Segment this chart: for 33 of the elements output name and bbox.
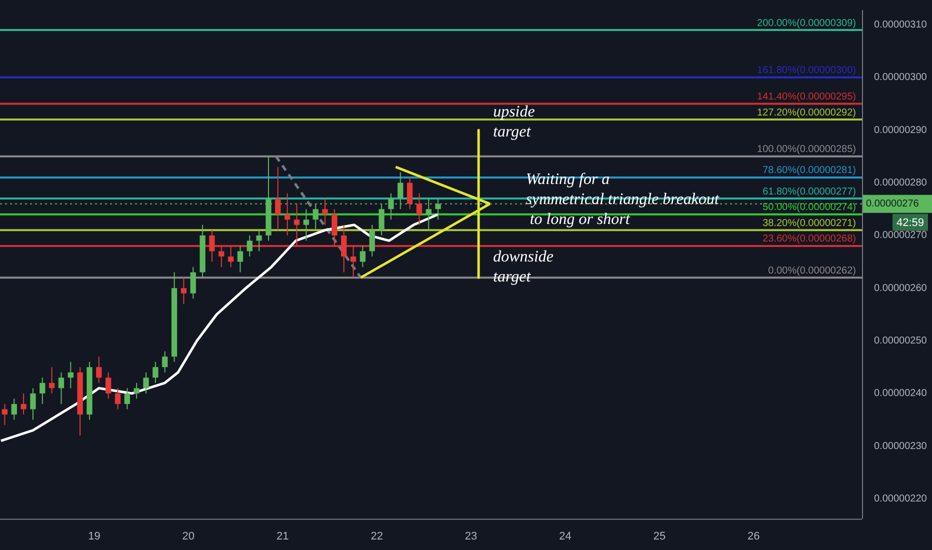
y-tick-label: 0.00000220 xyxy=(874,494,928,505)
ref-line-label: 0.00000276 xyxy=(866,198,920,210)
x-tick-label: 26 xyxy=(748,530,760,542)
x-tick-label: 21 xyxy=(276,530,289,542)
y-tick-label: 0.00000300 xyxy=(874,72,928,84)
ref-line-label: 23.60%(0.00000268) xyxy=(762,234,856,245)
y-tick-label: 0.00000230 xyxy=(874,440,928,452)
annotation: upside target xyxy=(493,103,535,140)
x-tick-label: 24 xyxy=(559,530,572,542)
y-tick-label: 0.00000270 xyxy=(874,230,928,242)
ref-line-label: 127.20%(0.00000292) xyxy=(757,107,856,118)
ref-line-label: 50.00%(0.00000274) xyxy=(762,202,856,214)
y-tick-label: 0.00000250 xyxy=(874,336,928,347)
x-tick-label: 20 xyxy=(182,530,195,542)
y-tick-label: 0.00000290 xyxy=(874,124,928,136)
x-tick-label: 23 xyxy=(464,530,478,542)
text: 42:59 xyxy=(896,216,924,229)
ref-line-label: 161.80%(0.00000300) xyxy=(757,65,856,76)
ref-line-label: 0.00%(0.00000262) xyxy=(768,265,856,276)
ref-line-label: 141.40%(0.00000295) xyxy=(757,92,856,103)
ref-line-label: 61.80%(0.00000277) xyxy=(762,186,856,198)
y-tick-label: 0.00000310 xyxy=(874,20,928,30)
ref-line-label: 100.00%(0.00000285) xyxy=(757,144,856,156)
x-tick-label: 22 xyxy=(370,530,383,542)
ref-line-label: 78.60%(0.00000281) xyxy=(762,165,856,176)
y-tick-label: 0.00000280 xyxy=(874,178,928,189)
annotation: downside target xyxy=(493,248,554,286)
ref-line-label: 200.00%(0.00000309) xyxy=(757,18,856,29)
x-tick-label: 25 xyxy=(653,530,666,542)
y-tick-label: 0.00000260 xyxy=(874,282,928,294)
ref-line-label: 38.20%(0.00000271) xyxy=(762,218,856,229)
x-tick-label: 19 xyxy=(88,530,100,542)
y-tick-label: 0.00000240 xyxy=(874,388,928,400)
